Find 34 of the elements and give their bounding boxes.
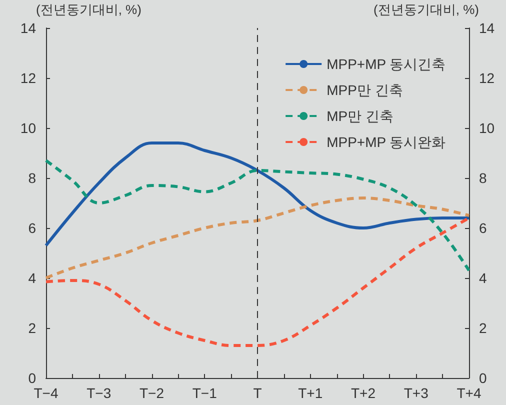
legend-label: MPP만 긴축 bbox=[326, 82, 403, 98]
x-tick-label: T−1 bbox=[192, 385, 218, 401]
legend-label: MPP+MP 동시완화 bbox=[326, 134, 446, 150]
y-tick-label: 4 bbox=[28, 270, 36, 286]
y2-tick-label: 8 bbox=[479, 170, 487, 186]
y2-tick-label: 10 bbox=[479, 120, 495, 136]
x-tick-label: T−3 bbox=[86, 385, 112, 401]
legend-label: MPP+MP 동시긴축 bbox=[326, 56, 446, 72]
x-tick-label: T bbox=[253, 385, 262, 401]
line-series bbox=[44, 216, 470, 347]
y2-axis-title: (전년동기대비, %) bbox=[374, 2, 479, 17]
x-tick-label: T+4 bbox=[456, 385, 482, 401]
y-tick-label: 6 bbox=[28, 220, 36, 236]
x-tick-label: T−4 bbox=[34, 385, 58, 401]
y-tick-label: 8 bbox=[28, 170, 36, 186]
y2-tick-label: 6 bbox=[479, 220, 487, 236]
y-tick-label: 2 bbox=[28, 320, 36, 336]
line-series bbox=[44, 159, 470, 272]
y2-tick-label: 14 bbox=[479, 20, 495, 36]
y-tick-label: 10 bbox=[20, 120, 36, 136]
y2-tick-label: 0 bbox=[479, 370, 487, 386]
legend-label: MP만 긴축 bbox=[326, 108, 394, 124]
x-tick-label: T+1 bbox=[298, 385, 323, 401]
x-tick-label: T+2 bbox=[350, 385, 376, 401]
y-tick-label: 12 bbox=[20, 70, 36, 86]
y-tick-label: 0 bbox=[28, 370, 36, 386]
y2-tick-label: 12 bbox=[479, 70, 495, 86]
x-tick-label: T−2 bbox=[139, 385, 164, 401]
y-tick-label: 14 bbox=[20, 20, 36, 36]
y2-tick-label: 2 bbox=[479, 320, 487, 336]
y2-tick-label: 4 bbox=[479, 270, 487, 286]
y-axis-title: (전년동기대비, %) bbox=[36, 2, 142, 17]
line-series bbox=[44, 196, 470, 280]
x-tick-label: T+3 bbox=[404, 385, 429, 401]
